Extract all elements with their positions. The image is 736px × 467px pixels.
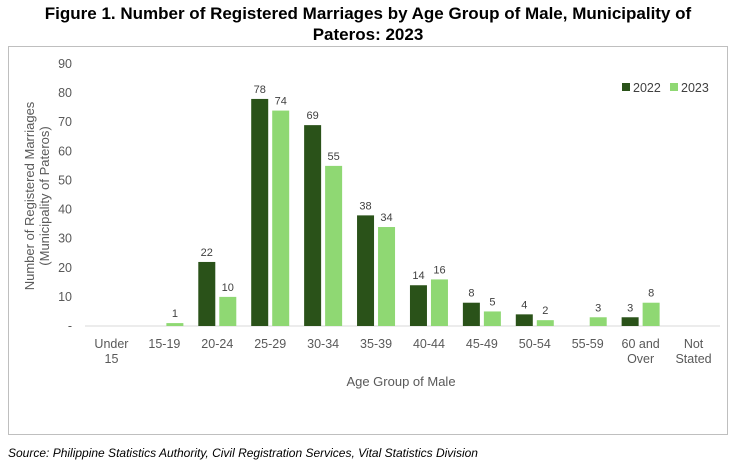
data-label-2022: 69 [307,110,319,122]
y-axis-title-line: (Municipality of Pateros) [37,126,52,265]
data-label-2022: 78 [254,84,266,96]
legend-swatch-2022 [622,83,630,91]
data-label-2023: 1 [172,308,178,320]
x-tick-label: 15-19 [148,337,180,351]
legend-label-2023: 2023 [681,81,709,95]
y-tick-label: 50 [58,173,72,187]
bar-2022 [621,317,639,326]
y-tick-label: 20 [58,261,72,275]
x-tick-label: 60 and [622,337,660,351]
y-axis-title-line: Number of Registered Marriages [22,101,37,290]
bar-2023 [166,323,184,326]
bar-2022 [357,215,375,326]
x-tick-label: 40-44 [413,337,445,351]
x-tick-label: 45-49 [466,337,498,351]
x-tick-label: 55-59 [572,337,604,351]
data-label-2023: 5 [489,296,495,308]
x-tick-label: 20-24 [201,337,233,351]
x-tick-label: 30-34 [307,337,339,351]
bar-2022 [409,285,427,326]
bar-2023 [219,296,237,326]
x-tick-label: Stated [675,352,711,366]
data-label-2023: 3 [595,302,601,314]
bar-2023 [430,279,448,326]
data-label-2022: 3 [627,302,633,314]
bar-2023 [483,311,501,326]
data-label-2022: 4 [521,299,527,311]
data-label-2022: 14 [412,270,424,282]
bar-2023 [536,320,554,326]
bar-2023 [325,165,343,326]
chart-title: Figure 1. Number of Registered Marriages… [0,3,736,45]
x-tick-label: Over [627,352,654,366]
data-label-2022: 8 [468,288,474,300]
y-tick-label: 90 [58,57,72,71]
x-tick-label: Under [94,337,128,351]
x-tick-label: Not [684,337,704,351]
x-tick-label: 50-54 [519,337,551,351]
data-label-2023: 16 [433,264,445,276]
y-tick-label: 80 [58,86,72,100]
bar-2023 [378,227,396,326]
data-label-2022: 38 [359,200,371,212]
data-label-2022: 22 [201,247,213,259]
data-label-2023: 34 [380,212,392,224]
legend-label-2022: 2022 [633,81,661,95]
y-tick-label: 70 [58,115,72,129]
bar-2023 [272,110,290,326]
source-note: Source: Philippine Statistics Authority,… [8,446,478,460]
data-label-2023: 2 [542,305,548,317]
bar-2022 [304,125,322,326]
legend-swatch-2023 [670,83,678,91]
x-axis-title: Age Group of Male [346,374,455,389]
chart-title-line-2: Pateros: 2023 [312,25,424,44]
x-tick-label: 35-39 [360,337,392,351]
bar-2022 [462,302,480,326]
y-tick-label: 60 [58,144,72,158]
y-tick-label: 10 [58,290,72,304]
data-label-2023: 8 [648,288,654,300]
data-label-2023: 10 [222,282,234,294]
chart-frame [8,46,728,435]
data-label-2023: 74 [275,96,287,108]
chart-title-line-1: Figure 1. Number of Registered Marriages… [44,4,692,23]
data-label-2023: 55 [328,151,340,163]
y-tick-label: 30 [58,232,72,246]
bar-2023 [589,317,607,326]
x-tick-label: 25-29 [254,337,286,351]
bar-2023 [642,302,660,326]
y-tick-label: 40 [58,203,72,217]
y-tick-label: - [68,319,72,333]
x-tick-label: 15 [105,352,119,366]
bar-2022 [515,314,533,326]
bar-2022 [251,98,269,326]
bar-2022 [198,261,216,326]
